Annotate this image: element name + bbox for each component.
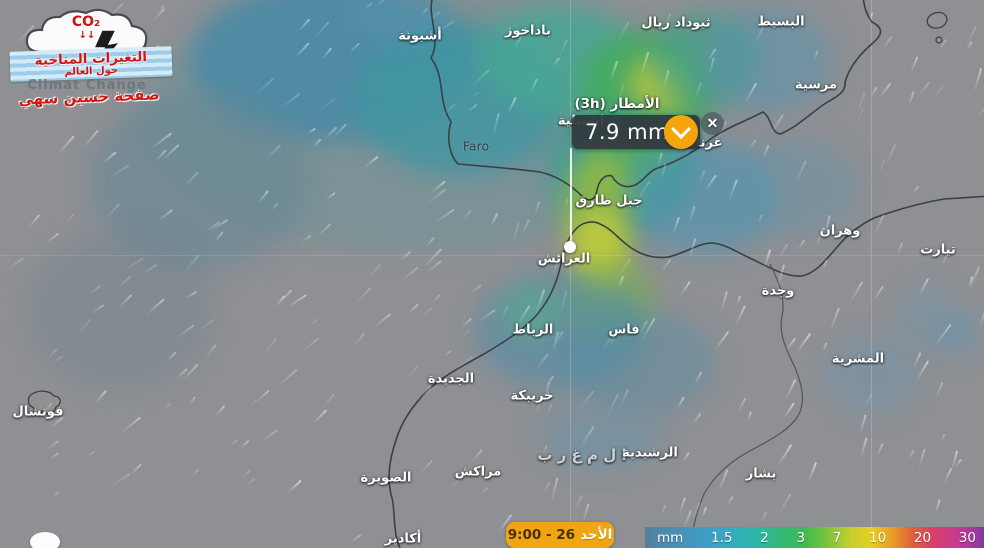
rain-blob: [350, 0, 450, 41]
map-label-24: أكادير: [384, 531, 422, 547]
popup-value-text: 7.9 mm: [585, 120, 669, 144]
map-label-1: أشبونة: [398, 28, 442, 44]
legend-tick: 10: [869, 529, 887, 546]
map-label-10: العرائش: [537, 251, 591, 267]
logo-ribbon: التغيرات المناخية حول العالم: [9, 46, 173, 82]
map-label-9: جبل طارق: [575, 193, 643, 209]
map-label-19: مراكش: [454, 464, 502, 480]
chevron-down-icon: [671, 119, 691, 140]
logo-co2-arrows: ↓↓: [79, 30, 96, 41]
map-label-4: البسيط: [757, 14, 805, 30]
rain-blob: [475, 274, 645, 389]
map-label-14: وهران: [819, 223, 861, 239]
map-label-16: المشرية: [831, 351, 885, 367]
legend-tick: 1.5: [711, 529, 733, 546]
iberia-coastline: [430, 0, 882, 201]
watermark-logo: CO₂ ↓↓ التغيرات المناخية حول العالم Clim…: [6, 2, 176, 110]
map-label-17: الجديدة: [427, 371, 475, 387]
rain-blob: [895, 287, 965, 342]
precipitation-legend-bar[interactable]: mm 1.5 2 3 7 10 20 30: [645, 527, 984, 548]
legend-tick: 30: [958, 529, 976, 546]
map-label-18: خريبكة: [510, 388, 554, 404]
popup-pointer-line: [570, 148, 572, 244]
popup-expand-button[interactable]: [664, 115, 698, 149]
rain-blob: [824, 338, 919, 413]
small-island: [935, 36, 943, 44]
map-label-5: مرسية: [794, 77, 838, 93]
map-label-23: بشار: [745, 466, 777, 482]
madeira-island: [27, 390, 61, 416]
legend-tick: 20: [913, 529, 932, 546]
legend-tick: 3: [796, 529, 806, 546]
rain-blob: [565, 310, 715, 415]
map-label-12: فاس: [608, 322, 640, 338]
rain-blob: [500, 285, 564, 339]
picked-location-marker[interactable]: [564, 241, 576, 253]
map-label-22: الرشيدية: [622, 445, 678, 461]
map-label-0: فونشال: [12, 404, 64, 420]
map-label-8: Faro: [462, 138, 490, 154]
timeline-selected-time[interactable]: 9:00 - 26 الأحد: [506, 522, 614, 548]
rain-blob: [25, 230, 215, 390]
map-label-2: باداخوز: [505, 23, 551, 39]
rain-blob: [727, 140, 857, 235]
logo-co2-text: CO₂: [72, 14, 100, 30]
map-label-21: ا ل م غ ر ب: [537, 446, 627, 464]
map-label-3: ثيوداد ريال: [641, 15, 711, 31]
country-border: [689, 263, 804, 548]
rain-blob: [90, 90, 310, 270]
map-label-20: الصويرة: [360, 470, 412, 486]
logo-cloud-icon: CO₂ ↓↓: [25, 8, 148, 64]
rain-blob: [930, 315, 980, 355]
legend-unit-label: mm: [657, 529, 684, 546]
map-label-11: الرباط: [512, 322, 554, 338]
ibiza-island: [926, 11, 948, 29]
timebar-time-text: 9:00 - 26: [507, 527, 576, 543]
rain-blob: [703, 8, 833, 113]
timebar-day-text: الأحد: [580, 527, 613, 543]
logo-latin-text: Climat Change: [27, 78, 147, 93]
rain-blob: [552, 427, 647, 467]
popup-parameter-label: الأمطار (3h): [574, 96, 660, 112]
rain-blob: [627, 140, 777, 255]
legend-tick: 2: [760, 529, 769, 546]
popup-close-button[interactable]: ✕: [701, 112, 724, 135]
map-label-13: وجدة: [761, 283, 795, 299]
map-label-15: تيارت: [920, 242, 956, 258]
rain-blob: [535, 400, 665, 465]
africa-coastline: [388, 195, 984, 548]
partial-ui-element: [30, 532, 60, 548]
legend-tick: 7: [832, 529, 842, 546]
